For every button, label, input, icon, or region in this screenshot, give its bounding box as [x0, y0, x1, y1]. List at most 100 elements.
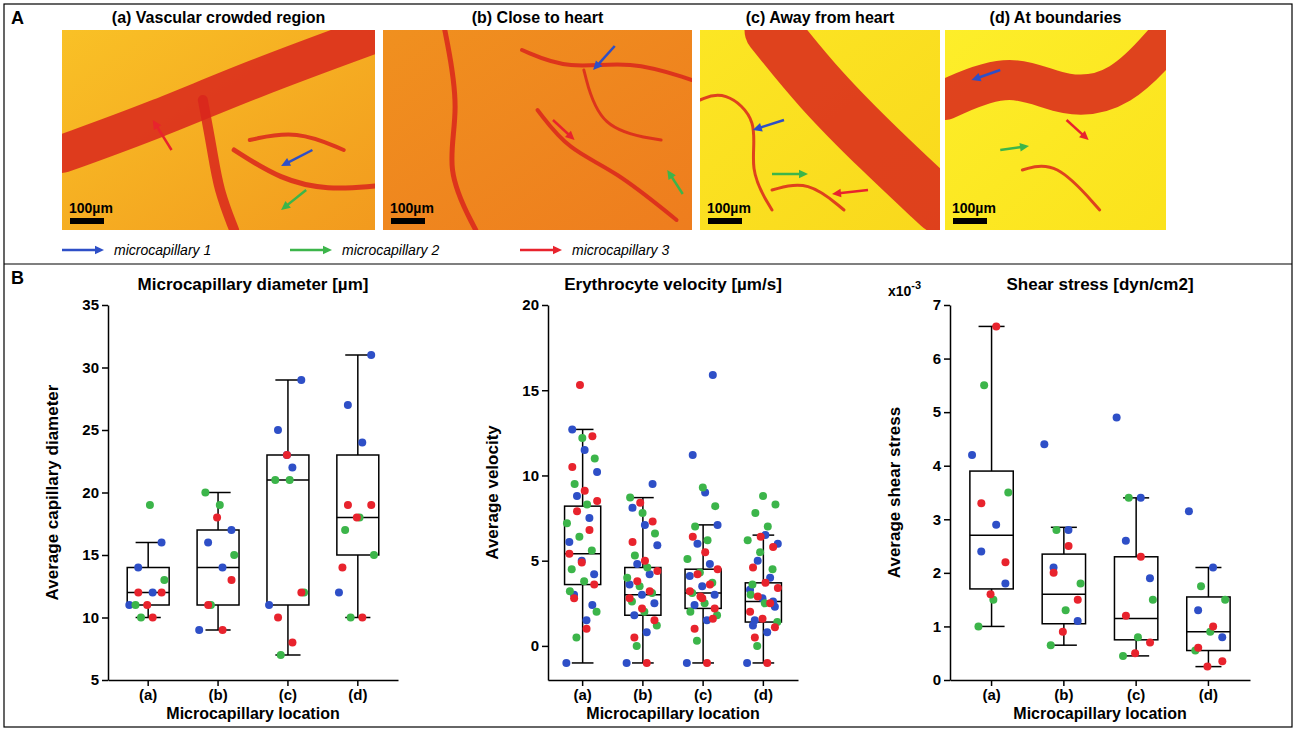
y-tick: 5	[91, 671, 108, 688]
box	[337, 355, 379, 618]
point	[653, 541, 661, 549]
point	[1185, 507, 1193, 515]
point	[585, 514, 593, 522]
box-iqr	[565, 506, 601, 584]
point	[219, 626, 227, 634]
whisker	[763, 622, 765, 663]
x-tick: (d)	[1199, 680, 1218, 703]
point	[630, 633, 638, 641]
y-tick-label: 5	[531, 552, 539, 569]
box-iqr	[970, 471, 1013, 589]
y-tick-mark	[944, 358, 950, 360]
arrow-head	[593, 60, 602, 70]
scale-bar-label: 100µm	[69, 200, 113, 216]
point	[630, 611, 638, 619]
y-axis: 05101520	[522, 296, 548, 680]
point	[646, 587, 654, 595]
y-tick-mark	[944, 680, 950, 682]
point	[219, 564, 227, 572]
point	[641, 557, 649, 565]
micrograph	[945, 30, 1166, 230]
x-tick: (a)	[139, 680, 157, 703]
point	[585, 526, 593, 534]
point	[566, 587, 574, 595]
y-tick: 30	[82, 359, 108, 376]
point	[639, 509, 647, 517]
point	[562, 659, 570, 667]
x-tick-label: (c)	[694, 686, 712, 703]
x-tick-label: (b)	[633, 686, 652, 703]
point	[335, 589, 343, 597]
divider	[4, 263, 1292, 264]
arrow-head	[323, 246, 332, 255]
y-tick-label: 2	[933, 564, 941, 581]
median	[197, 567, 239, 569]
chart-title: Microcapillary diameter [µm]	[138, 275, 369, 294]
point	[344, 501, 352, 509]
point	[338, 564, 346, 572]
box	[565, 429, 601, 663]
point	[227, 576, 235, 584]
point	[570, 594, 578, 602]
arrow-head	[799, 170, 808, 179]
y-tick-mark	[944, 519, 950, 521]
point	[1131, 649, 1139, 657]
point-series	[125, 351, 375, 634]
point	[711, 604, 719, 612]
point	[763, 628, 771, 636]
point	[714, 565, 722, 573]
y-tick: 5	[933, 403, 950, 420]
arrow-head	[1079, 131, 1089, 140]
legend-label: microcapillary 1	[114, 242, 211, 258]
point	[568, 463, 576, 471]
arrow-head	[667, 170, 676, 180]
box	[745, 535, 781, 663]
point	[686, 608, 694, 616]
legend-item: microcapillary 2	[290, 242, 439, 258]
figure: A(a) Vascular crowded region100µm(b) Clo…	[0, 0, 1296, 731]
point	[590, 581, 598, 589]
box	[1042, 527, 1085, 645]
arrow-shaft	[759, 120, 784, 128]
point	[643, 628, 651, 636]
scale-bar-label: 100µm	[390, 200, 434, 216]
axis-line	[109, 680, 399, 682]
point	[134, 589, 142, 597]
point	[1062, 606, 1070, 614]
x-tick: (b)	[1054, 680, 1073, 703]
point	[1137, 553, 1145, 561]
point	[1119, 652, 1127, 660]
point	[578, 434, 586, 442]
arrow-shaft	[1067, 120, 1084, 135]
point	[573, 507, 581, 515]
y-tick-label: 35	[82, 296, 99, 313]
x-tick-label: (c)	[1127, 686, 1145, 703]
point	[288, 464, 296, 472]
legend-label: microcapillary 3	[572, 242, 669, 258]
point	[1050, 569, 1058, 577]
point	[201, 489, 209, 497]
box	[1114, 498, 1157, 656]
point	[227, 526, 235, 534]
point	[764, 523, 772, 531]
y-tick-label: 20	[82, 484, 99, 501]
point	[137, 614, 145, 622]
y-tick: 10	[82, 609, 108, 626]
point	[698, 582, 706, 590]
whisker	[702, 608, 704, 663]
x-tick-label: (d)	[754, 686, 773, 703]
y-tick-mark	[102, 492, 108, 494]
point	[629, 538, 637, 546]
whisker	[217, 605, 219, 630]
point-series	[562, 371, 781, 667]
y-tick: 3	[933, 511, 950, 528]
whisker-cap	[979, 626, 1005, 628]
y-tick: 5	[531, 552, 548, 569]
point	[626, 494, 634, 502]
whisker-cap	[979, 326, 1005, 328]
point	[706, 560, 714, 568]
point	[1194, 606, 1202, 614]
point	[583, 500, 591, 508]
x-axis-title: Microcapillary location	[166, 705, 339, 722]
point	[691, 601, 699, 609]
